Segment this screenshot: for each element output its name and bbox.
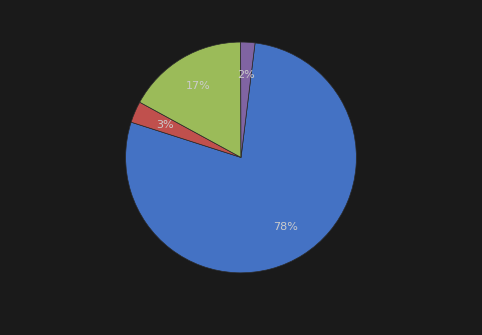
Wedge shape (241, 42, 255, 157)
Text: 3%: 3% (156, 120, 174, 130)
Wedge shape (131, 102, 241, 157)
Text: 17%: 17% (186, 81, 211, 91)
Text: 78%: 78% (273, 222, 298, 232)
Wedge shape (140, 42, 241, 157)
Wedge shape (126, 43, 356, 273)
Text: 2%: 2% (237, 70, 255, 79)
